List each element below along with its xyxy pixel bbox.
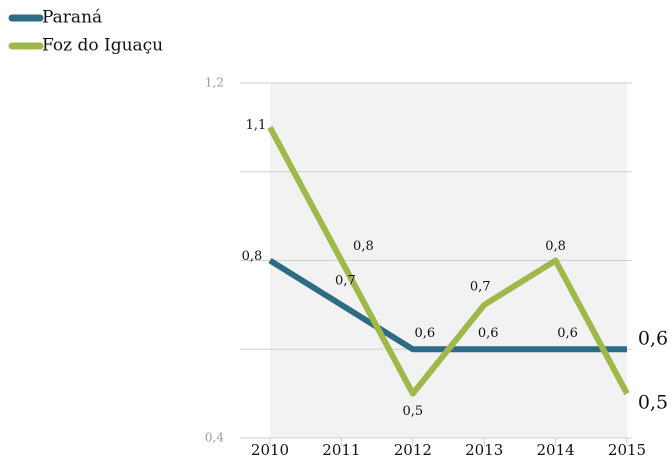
series-line [267,125,630,397]
x-tick-label: 2014 [537,441,575,459]
data-label: 0,6 [557,326,578,341]
data-label: 0,7 [470,279,491,294]
x-tick-label: 2010 [251,441,289,459]
data-label: 0,5 [402,404,423,419]
x-tick-label: 2012 [394,441,432,459]
data-label: 0,8 [545,239,566,254]
data-label: 0,7 [335,273,356,288]
y-tick-label: 1,2 [205,76,224,90]
data-label: 0,8 [353,239,374,254]
x-tick-label: 2011 [322,441,360,459]
x-tick-label: 2013 [465,441,503,459]
legend-label: Foz do Iguaçu [42,36,163,56]
data-label: 0,8 [242,249,263,264]
y-tick-label: 0,4 [205,431,224,445]
x-tick-label: 2015 [608,441,646,459]
data-label: 0,6 [478,326,499,341]
data-label: 0,6 [414,326,435,341]
data-label: 0,6 [638,327,668,349]
data-label: 1,1 [246,118,267,133]
data-label: 0,5 [638,392,668,414]
legend-label: Paraná [42,8,102,28]
